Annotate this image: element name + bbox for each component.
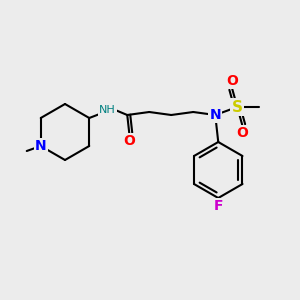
Text: O: O (226, 74, 238, 88)
Text: S: S (232, 100, 243, 115)
Text: O: O (236, 126, 248, 140)
Text: NH: NH (99, 105, 116, 115)
Text: N: N (209, 108, 221, 122)
Text: N: N (35, 139, 46, 153)
Text: O: O (123, 134, 135, 148)
Text: F: F (214, 199, 223, 213)
